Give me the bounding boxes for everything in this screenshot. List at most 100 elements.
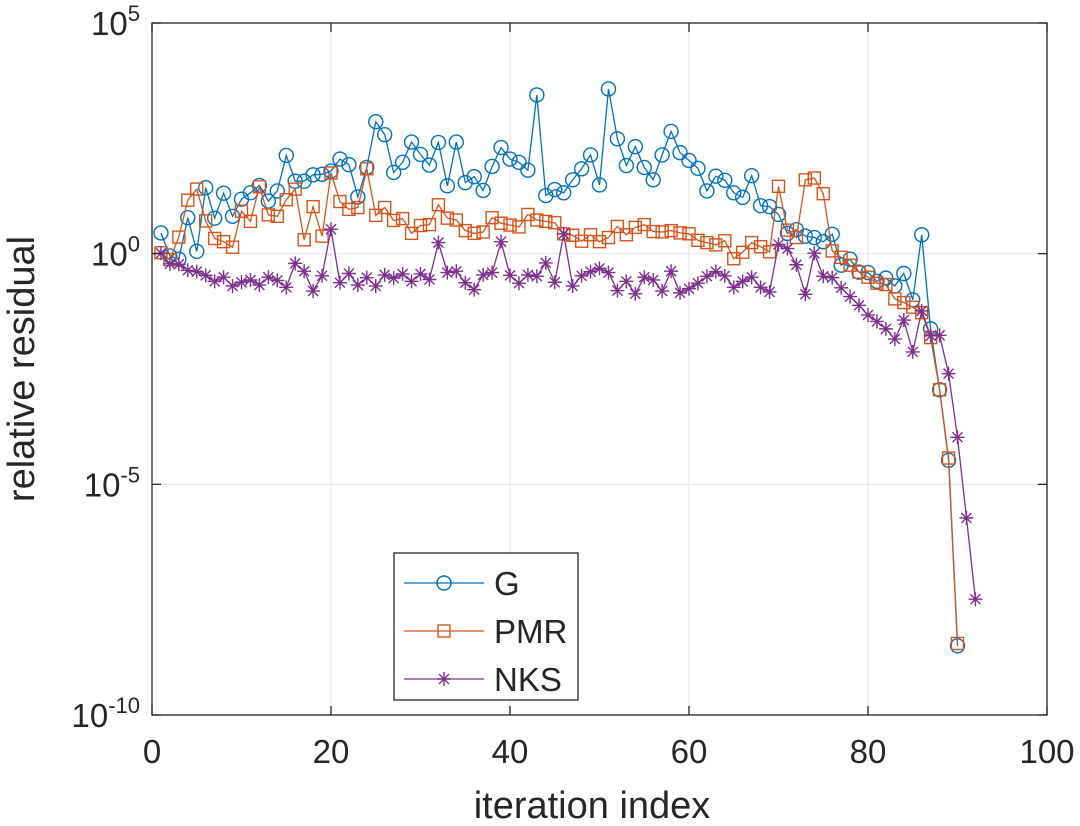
data-point-g xyxy=(484,158,500,175)
data-point-g xyxy=(600,81,617,97)
axes-box xyxy=(151,22,1048,716)
data-point-nks xyxy=(628,286,643,301)
data-point-pmr xyxy=(700,235,714,250)
data-point-nks xyxy=(503,268,517,283)
y-axis-label: relative residual xyxy=(1,236,43,502)
data-point-pmr xyxy=(422,217,437,232)
data-point-pmr xyxy=(181,193,195,207)
data-point-nks xyxy=(807,246,822,261)
data-point-g xyxy=(735,189,751,206)
data-point-pmr xyxy=(610,219,625,234)
data-point-nks xyxy=(887,332,902,347)
data-point-nks xyxy=(341,266,356,281)
data-point-nks xyxy=(798,287,813,302)
data-point-g xyxy=(690,160,706,177)
data-point-pmr xyxy=(664,223,678,238)
data-point-g xyxy=(717,172,733,189)
plot-area xyxy=(152,23,1047,715)
data-point-nks xyxy=(673,285,688,300)
data-point-pmr xyxy=(744,235,759,250)
data-point-g xyxy=(466,168,482,185)
data-point-pmr xyxy=(306,199,320,214)
data-point-g xyxy=(493,139,509,156)
data-point-g xyxy=(439,178,456,194)
x-axis-label: iteration index xyxy=(474,785,711,826)
legend-label: G xyxy=(494,565,520,602)
data-point-pmr xyxy=(243,214,258,229)
data-point-nks xyxy=(565,278,580,293)
data-point-pmr xyxy=(888,292,902,306)
legend-label: PMR xyxy=(494,613,567,650)
data-point-pmr xyxy=(601,230,616,245)
data-point-nks xyxy=(583,264,598,279)
data-point-nks xyxy=(619,274,634,289)
legend-entry-nks: NKS xyxy=(404,661,562,698)
data-point-pmr xyxy=(789,230,804,245)
data-point-nks xyxy=(601,265,616,280)
data-point-g xyxy=(824,226,840,242)
legend: G PMR NKS xyxy=(393,552,579,701)
data-point-nks xyxy=(458,275,473,290)
data-point-g xyxy=(645,172,661,188)
data-point-g xyxy=(457,174,473,191)
data-point-nks xyxy=(905,344,920,359)
x-tick-label: 60 xyxy=(671,733,708,770)
y-tick-label: 10-5 xyxy=(84,462,140,503)
y-tick-label-base: 10 xyxy=(91,5,128,42)
x-tick-label: 0 xyxy=(143,733,161,770)
data-point-nks xyxy=(297,264,312,279)
data-point-pmr xyxy=(950,636,965,651)
data-point-nks xyxy=(771,237,786,252)
series-line-g xyxy=(160,88,959,646)
data-point-nks xyxy=(610,283,625,298)
data-point-nks xyxy=(350,278,365,293)
legend-entry-g: G xyxy=(404,565,520,602)
data-point-pmr xyxy=(270,209,284,223)
data-point-pmr xyxy=(503,218,517,232)
data-point-g xyxy=(869,273,885,290)
data-point-g xyxy=(350,189,366,205)
data-point-pmr xyxy=(449,213,463,227)
data-point-g xyxy=(672,144,688,161)
data-point-nks xyxy=(556,226,571,241)
data-point-nks xyxy=(834,280,849,295)
data-point-pmr xyxy=(458,223,472,238)
data-point-pmr xyxy=(816,186,830,201)
data-point-g xyxy=(547,181,563,198)
data-point-pmr xyxy=(852,265,866,279)
data-point-pmr xyxy=(771,179,786,194)
data-point-g xyxy=(743,168,760,184)
data-point-nks xyxy=(816,269,831,284)
data-point-pmr xyxy=(297,233,311,247)
data-point-g xyxy=(896,265,912,282)
y-tick-label-exponent: 5 xyxy=(128,1,140,26)
data-point-g xyxy=(699,183,715,199)
data-point-pmr xyxy=(261,208,276,222)
data-point-pmr xyxy=(431,198,446,212)
data-point-nks xyxy=(440,265,455,280)
data-point-pmr xyxy=(736,245,750,259)
data-point-nks xyxy=(413,266,428,281)
data-point-nks xyxy=(914,303,929,318)
data-point-pmr xyxy=(709,238,723,252)
data-point-g xyxy=(502,151,518,167)
data-point-pmr xyxy=(530,213,544,227)
data-point-nks xyxy=(368,278,383,293)
data-point-nks xyxy=(538,255,553,270)
data-point-pmr xyxy=(333,194,347,209)
data-point-nks xyxy=(950,430,965,445)
data-point-pmr xyxy=(762,245,777,259)
data-point-pmr xyxy=(539,214,553,229)
y-tick-label-exponent: -10 xyxy=(108,693,140,718)
data-point-nks xyxy=(529,269,544,284)
data-point-nks xyxy=(932,328,947,343)
data-point-nks xyxy=(386,271,401,286)
data-point-g xyxy=(385,164,402,181)
data-point-g xyxy=(564,172,581,188)
data-point-g xyxy=(663,123,679,140)
data-point-nks xyxy=(261,270,276,285)
data-point-g xyxy=(430,134,447,151)
data-point-g xyxy=(708,168,724,184)
data-point-pmr xyxy=(476,225,490,239)
